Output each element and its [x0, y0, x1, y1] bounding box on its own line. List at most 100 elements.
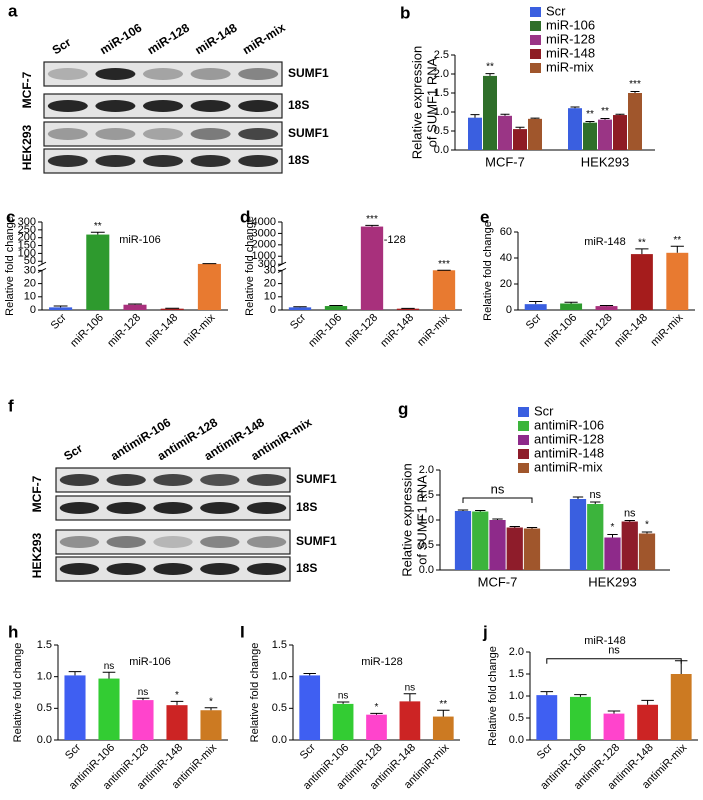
y-tick-label: 0.5 [509, 712, 524, 724]
blot-band [238, 155, 278, 167]
blot-band [48, 100, 88, 112]
error-bar [303, 674, 315, 676]
blot-band [247, 474, 286, 486]
blot-band [95, 68, 135, 80]
legend-label: antimiR-148 [534, 445, 604, 460]
bar [198, 264, 221, 310]
significance: ** [586, 109, 594, 120]
y-axis-label: of SUMF1 RNA [424, 57, 439, 147]
x-tick-label: Scr [524, 311, 544, 331]
x-tick-label: Scr [298, 741, 318, 761]
cell-line-label: MCF-7 [30, 475, 44, 512]
lane-label: Scr [50, 35, 74, 57]
bar [333, 704, 354, 740]
lane-label: Scr [61, 441, 85, 463]
significance: ns [138, 687, 149, 698]
x-tick-label: miR-106 [306, 312, 344, 350]
legend-swatch [530, 7, 541, 17]
significance: ns [405, 682, 416, 693]
error-bar [616, 114, 625, 115]
panel-letter: h [8, 622, 18, 641]
y-tick-label: 10 [24, 291, 36, 303]
error-bar [365, 225, 378, 226]
panel-letter: g [398, 399, 408, 418]
y-tick-label: 0.0 [509, 734, 524, 746]
bar [132, 700, 153, 740]
chart-title: miR-128 [361, 656, 403, 668]
x-tick-label: HEK293 [588, 574, 636, 589]
error-bar [437, 710, 449, 716]
row-label: SUMF1 [296, 534, 337, 548]
bar [498, 116, 512, 150]
blot-band [143, 155, 183, 167]
x-tick-label: miR-mix [648, 311, 685, 348]
significance: * [175, 690, 179, 701]
chart-title: miR-106 [129, 656, 171, 668]
row-label: SUMF1 [288, 66, 329, 80]
significance: *** [438, 259, 450, 270]
panel-letter: b [400, 3, 410, 22]
y-tick-label: 0 [30, 304, 36, 316]
bar [524, 529, 540, 571]
blot-band [191, 128, 231, 140]
y-tick-label: 2.0 [419, 464, 434, 476]
legend-swatch [530, 35, 541, 45]
y-tick-label: 60 [500, 226, 512, 238]
y-tick-label: 1.5 [509, 668, 524, 680]
bar [507, 528, 523, 571]
significance: ** [94, 221, 102, 232]
y-axis-label: Relative fold change [482, 221, 494, 321]
error-bar [103, 672, 116, 678]
error-bar [565, 302, 578, 303]
x-tick-label: miR-106 [541, 312, 579, 350]
y-tick-label: 1.0 [509, 690, 524, 702]
row-label: 18S [288, 153, 309, 167]
error-bar [671, 246, 684, 253]
y-tick-label: 20 [500, 278, 512, 290]
error-bar [475, 511, 485, 512]
error-bar [486, 74, 495, 76]
blot-band [247, 563, 286, 575]
bar [596, 306, 618, 310]
legend-swatch [530, 49, 541, 59]
error-bar [541, 692, 553, 696]
bar [86, 235, 109, 310]
significance: * [375, 702, 379, 713]
legend-label: miR-128 [546, 31, 595, 46]
bar [513, 129, 527, 150]
lane-label: miR-148 [192, 20, 239, 57]
error-bar [600, 305, 613, 306]
error-bar [91, 232, 105, 234]
error-bar [607, 535, 617, 538]
chart-title: miR-106 [119, 234, 161, 246]
cell-line-label: HEK293 [20, 124, 34, 170]
blot-band [153, 502, 192, 514]
blot-band [107, 563, 146, 575]
legend-label: Scr [546, 3, 566, 18]
bar [671, 674, 692, 740]
x-tick-label: HEK293 [581, 154, 629, 169]
bar [598, 120, 612, 150]
significance: ** [601, 106, 609, 117]
x-tick-label: Scr [535, 741, 555, 761]
x-tick-label: miR-mix [181, 311, 218, 348]
bar [560, 304, 582, 311]
blot-band [60, 474, 99, 486]
legend-label: antimiR-mix [534, 459, 603, 474]
y-tick-label: 10 [264, 291, 276, 303]
y-tick-label: 0.0 [272, 734, 287, 746]
y-tick-label: 40 [500, 252, 512, 264]
blot-band [200, 502, 239, 514]
legend-label: antimiR-106 [534, 417, 604, 432]
lane-label: miR-128 [145, 20, 192, 57]
error-bar [471, 115, 480, 118]
blot-band [200, 563, 239, 575]
legend-label: miR-mix [546, 59, 594, 74]
error-bar [631, 91, 640, 93]
significance-bracket [547, 659, 681, 664]
x-tick-label: Scr [288, 311, 308, 331]
bar [64, 675, 85, 740]
legend-swatch [530, 63, 541, 73]
bar [525, 304, 547, 310]
